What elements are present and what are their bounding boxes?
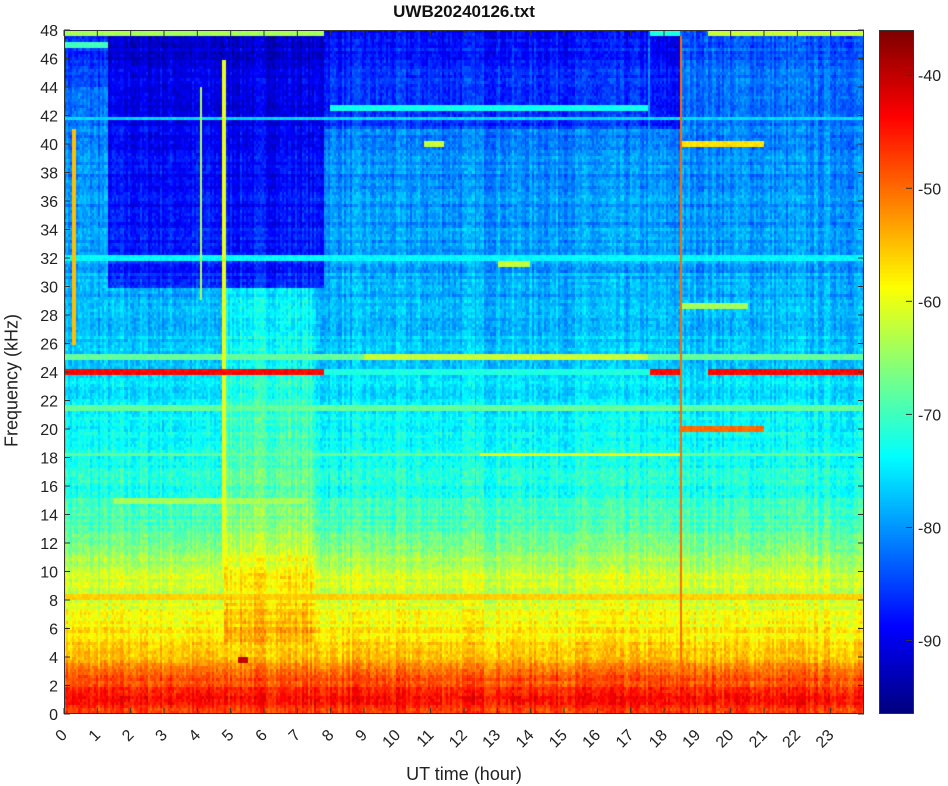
x-tick-label: 22 [780,727,805,752]
x-tick-label: 20 [713,727,738,752]
x-tick-label: 23 [813,727,838,752]
colorbar-tick-label: -50 [918,181,941,198]
x-tick-label: 15 [546,727,571,752]
x-tick-label: 3 [153,727,171,745]
x-tick-label: 4 [186,727,204,745]
x-tick-label: 13 [480,727,505,752]
y-tick-label: 42 [40,109,58,126]
y-tick-label: 0 [49,707,58,724]
y-tick-label: 40 [40,137,58,154]
y-tick-label: 32 [40,251,58,268]
y-tick-label: 28 [40,308,58,325]
colorbar-tick-label: -70 [918,407,941,424]
chart-title: UWB20240126.txt [393,2,535,21]
y-tick-label: 26 [40,337,58,354]
y-tick-label: 48 [40,23,58,40]
x-tick-label: 1 [86,727,104,745]
y-tick-label: 22 [40,394,58,411]
y-tick-label: 24 [40,365,58,382]
x-tick-label: 0 [53,727,71,745]
y-tick-label: 46 [40,52,58,69]
colorbar-tick-label: -60 [918,294,941,311]
y-tick-label: 44 [40,80,58,97]
y-tick-label: 8 [49,593,58,610]
y-tick-label: 20 [40,422,58,439]
y-tick-label: 4 [49,650,58,667]
x-tick-label: 7 [286,727,304,745]
y-tick-label: 30 [40,280,58,297]
x-tick-label: 5 [219,727,237,745]
y-tick-label: 6 [49,622,58,639]
y-axis-label: Frequency (kHz) [1,313,22,448]
x-tick-label: 2 [119,727,137,745]
x-tick-label: 11 [414,727,438,751]
x-tick-label: 19 [680,727,705,752]
x-axis-label: UT time (hour) [406,764,522,784]
colorbar-tick-label: -90 [918,634,941,651]
x-tick-label: 17 [613,727,638,752]
colorbar [879,30,914,714]
y-tick-label: 12 [40,536,58,553]
y-tick-label: 2 [49,679,58,696]
x-tick-label: 12 [446,727,471,752]
y-tick-label: 34 [40,223,58,240]
x-tick-label: 8 [319,727,337,745]
x-tick-label: 6 [253,727,271,745]
x-tick-label: 16 [580,727,605,752]
y-tick-label: 18 [40,451,58,468]
y-tick-label: 38 [40,166,58,183]
x-tick-label: 14 [513,727,538,752]
y-tick-label: 36 [40,194,58,211]
colorbar-tick-label: -80 [918,520,941,537]
x-tick-label: 21 [746,727,771,752]
x-tick-label: 10 [380,727,405,752]
colorbar-tick-label: -40 [918,68,941,85]
y-tick-label: 16 [40,479,58,496]
y-tick-label: 10 [40,565,58,582]
x-tick-label: 9 [353,727,371,745]
x-tick-label: 18 [646,727,671,752]
spectrogram-heatmap [64,30,864,714]
y-tick-label: 14 [40,508,58,525]
